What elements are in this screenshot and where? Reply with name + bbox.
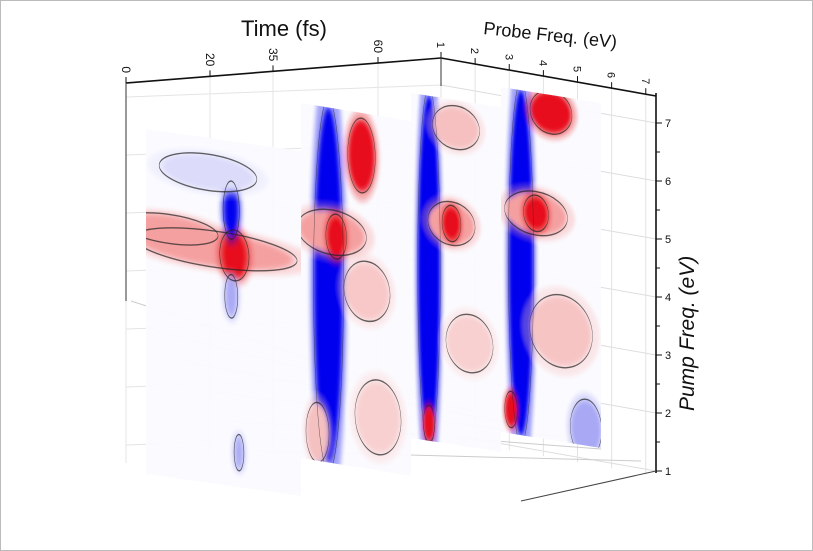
slice-contours	[146, 148, 301, 476]
positive-region	[433, 106, 479, 149]
probe-axis-title: Probe Freq. (eV)	[483, 18, 618, 52]
contour-line	[441, 204, 462, 243]
probe-tick-label: 1	[434, 42, 446, 48]
positive-region	[531, 296, 592, 367]
contour-line	[445, 313, 494, 374]
contour-line	[529, 293, 593, 369]
axes: 0 20 35 60 1 2 3 4 5 6 7 1 2 3 4 5 6 7	[119, 40, 671, 502]
negative-region	[571, 400, 601, 448]
negative-region	[509, 90, 534, 436]
positive-region	[523, 195, 548, 231]
pump-tick-label: 5	[665, 234, 671, 246]
positive-region	[306, 403, 329, 461]
probe-tick-label: 7	[639, 78, 651, 84]
positive-region	[446, 315, 492, 372]
pump-tick-label: 4	[665, 292, 671, 304]
probe-tick-label: 3	[502, 54, 514, 60]
pump-tick-label: 7	[665, 118, 671, 130]
contour-line	[222, 180, 240, 240]
slice-contours	[301, 103, 407, 476]
negative-region	[234, 435, 244, 470]
probe-tick-label: 2	[468, 48, 480, 54]
pump-axis-title: Pump Freq. (eV)	[676, 256, 699, 411]
probe-tick-label: 5	[571, 66, 583, 72]
negative-region	[225, 275, 238, 318]
positive-region	[326, 215, 347, 258]
slices	[146, 87, 601, 496]
positive-region	[345, 262, 390, 320]
contour-line	[325, 213, 347, 260]
positive-region	[220, 231, 249, 280]
contour-line	[432, 104, 480, 151]
contour-line	[347, 117, 376, 194]
contour-line	[219, 229, 250, 282]
probe-axis-line	[440, 57, 657, 97]
contour-line	[224, 273, 239, 319]
positive-region	[146, 213, 216, 245]
positive-region	[442, 206, 461, 241]
time-tick-label: 60	[371, 40, 385, 54]
slice-panel-t20	[301, 103, 411, 476]
time-axis-line	[125, 57, 442, 84]
pump-tick-label: 3	[665, 350, 671, 362]
slice-panel-t60	[501, 87, 601, 448]
contour-line	[504, 190, 568, 237]
box-edge	[520, 470, 657, 502]
pump-tick-label: 2	[665, 408, 671, 420]
slice-panel-t35	[411, 93, 501, 452]
contour-line	[158, 152, 258, 193]
positive-region	[423, 406, 435, 441]
grid-line	[125, 84, 442, 98]
time-axis-title: Time (fs)	[241, 16, 327, 41]
contour-line	[301, 208, 367, 257]
probe-tick-label: 4	[536, 60, 548, 66]
time-tick-label: 0	[119, 66, 133, 73]
pump-tick-label: 1	[665, 466, 671, 478]
slice-panel-t0	[146, 129, 301, 496]
positive-region	[356, 381, 401, 454]
contour-line	[343, 260, 391, 323]
positive-region	[531, 91, 572, 134]
negative-region	[314, 107, 343, 463]
contour-line	[146, 212, 219, 246]
pump-tick-label: 6	[665, 176, 671, 188]
contour-line	[233, 433, 245, 472]
negative-region	[418, 95, 440, 441]
positive-region	[348, 119, 375, 192]
probe-tick-label: 6	[605, 72, 617, 78]
contour-line	[570, 398, 601, 448]
positive-region	[505, 392, 518, 427]
contour-line	[427, 200, 476, 247]
time-tick-label: 20	[203, 53, 217, 67]
contour-line	[354, 379, 402, 456]
contour-line	[504, 390, 518, 429]
time-tick-label: 35	[266, 48, 280, 62]
contour-line	[523, 194, 549, 233]
